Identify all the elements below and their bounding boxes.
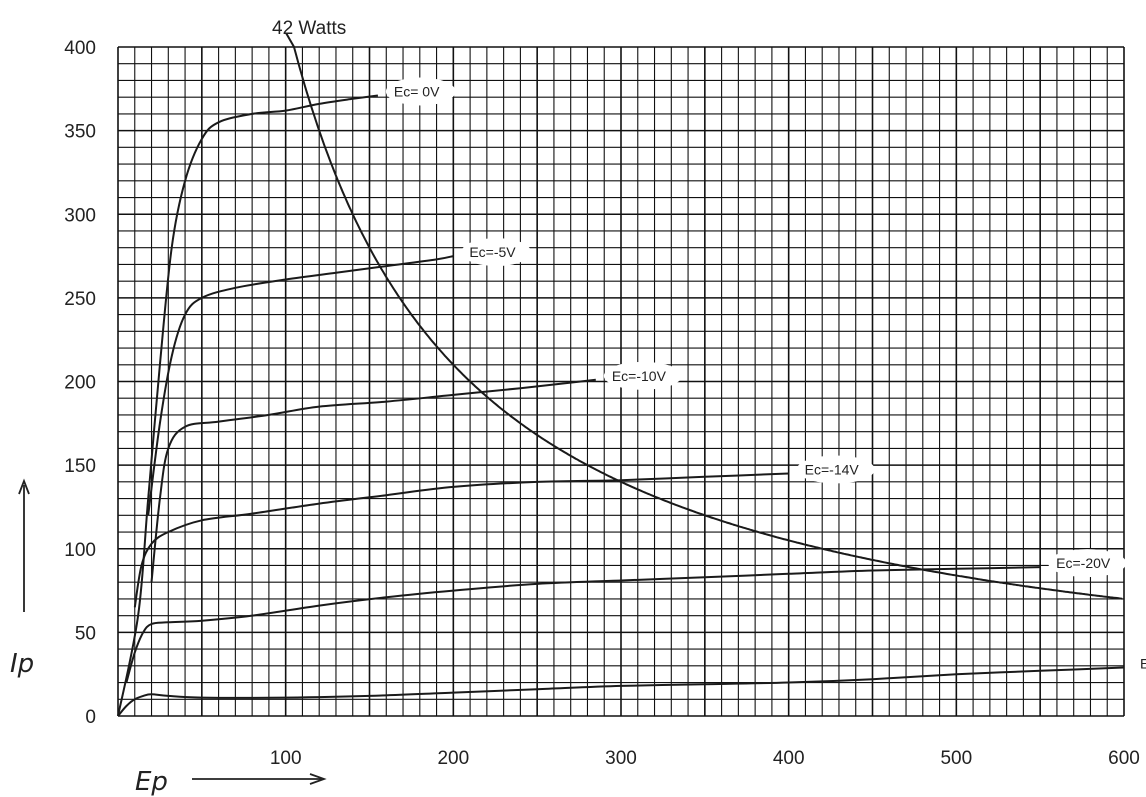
curve-ec30v [117,666,1125,717]
power-dissipation-curve [293,46,1123,600]
y-tick-label: 150 [64,456,96,477]
curve-ec14v [133,472,789,608]
chart-curves [117,32,1125,717]
curve-label-bg [385,77,456,106]
curve-label-text: Ec=-10V [612,368,667,384]
curve-ec20v [125,566,1041,683]
power-curve-title: 42 Watts [272,18,346,39]
chart-ticks: 0 50 100 150 200 250 300 350 400 100 200 300 400 500 6… [64,38,1140,769]
y-tick-label: 300 [64,205,96,226]
y-tick-label: 400 [64,38,96,59]
curve-label-bg [1132,652,1146,675]
curve-label: Ec=-14V [796,455,875,484]
x-tick-label: 200 [437,748,469,769]
curve-label-text: Ec=-14V [805,461,860,477]
x-axis-label: Ep [135,767,327,797]
curve-label: Ec=-5V [461,238,532,267]
curve-ec0v [117,94,379,717]
x-tick-label: 500 [940,748,972,769]
curve-label-text: Ec= 0V [394,84,440,100]
x-tick-label: 600 [1108,748,1140,769]
curve-label-bg [461,238,532,267]
curve-label-bg [603,361,682,390]
curve-ec5v [147,255,454,516]
y-tick-label: 200 [64,373,96,394]
curve-label-bg [796,455,875,484]
x-tick-label: 400 [773,748,805,769]
y-axis-label: Ip [10,478,34,679]
chart-grid [117,46,1125,717]
y-tick-label: 50 [75,623,96,644]
y-tick-label: 100 [64,540,96,561]
chart-curve-labels: Ec= 0V Ec=-5V Ec=-10V Ec=-14V Ec=-20V Ec=-30V [385,77,1146,675]
y-tick-label: 350 [64,122,96,143]
curve-label: Ec= 0V [385,77,456,106]
power-curve-extension [285,32,295,48]
curve-label: Ec=-20V [1048,549,1127,578]
curve-label-bg [1048,549,1127,578]
y-tick-label: 0 [85,707,96,728]
curve-label: Ec=-30V [1132,652,1146,675]
curve-label-text: Ec=-30V [1140,655,1146,671]
x-tick-label: 300 [605,748,637,769]
x-axis-title: Ep [135,767,168,797]
y-axis-title: Ip [10,649,34,679]
curve-ec10v [150,378,596,583]
y-tick-label: 250 [64,289,96,310]
x-tick-label: 100 [270,748,302,769]
curve-label: Ec=-10V [603,361,682,390]
curve-label-text: Ec=-20V [1056,555,1111,571]
curve-label-text: Ec=-5V [469,244,516,260]
